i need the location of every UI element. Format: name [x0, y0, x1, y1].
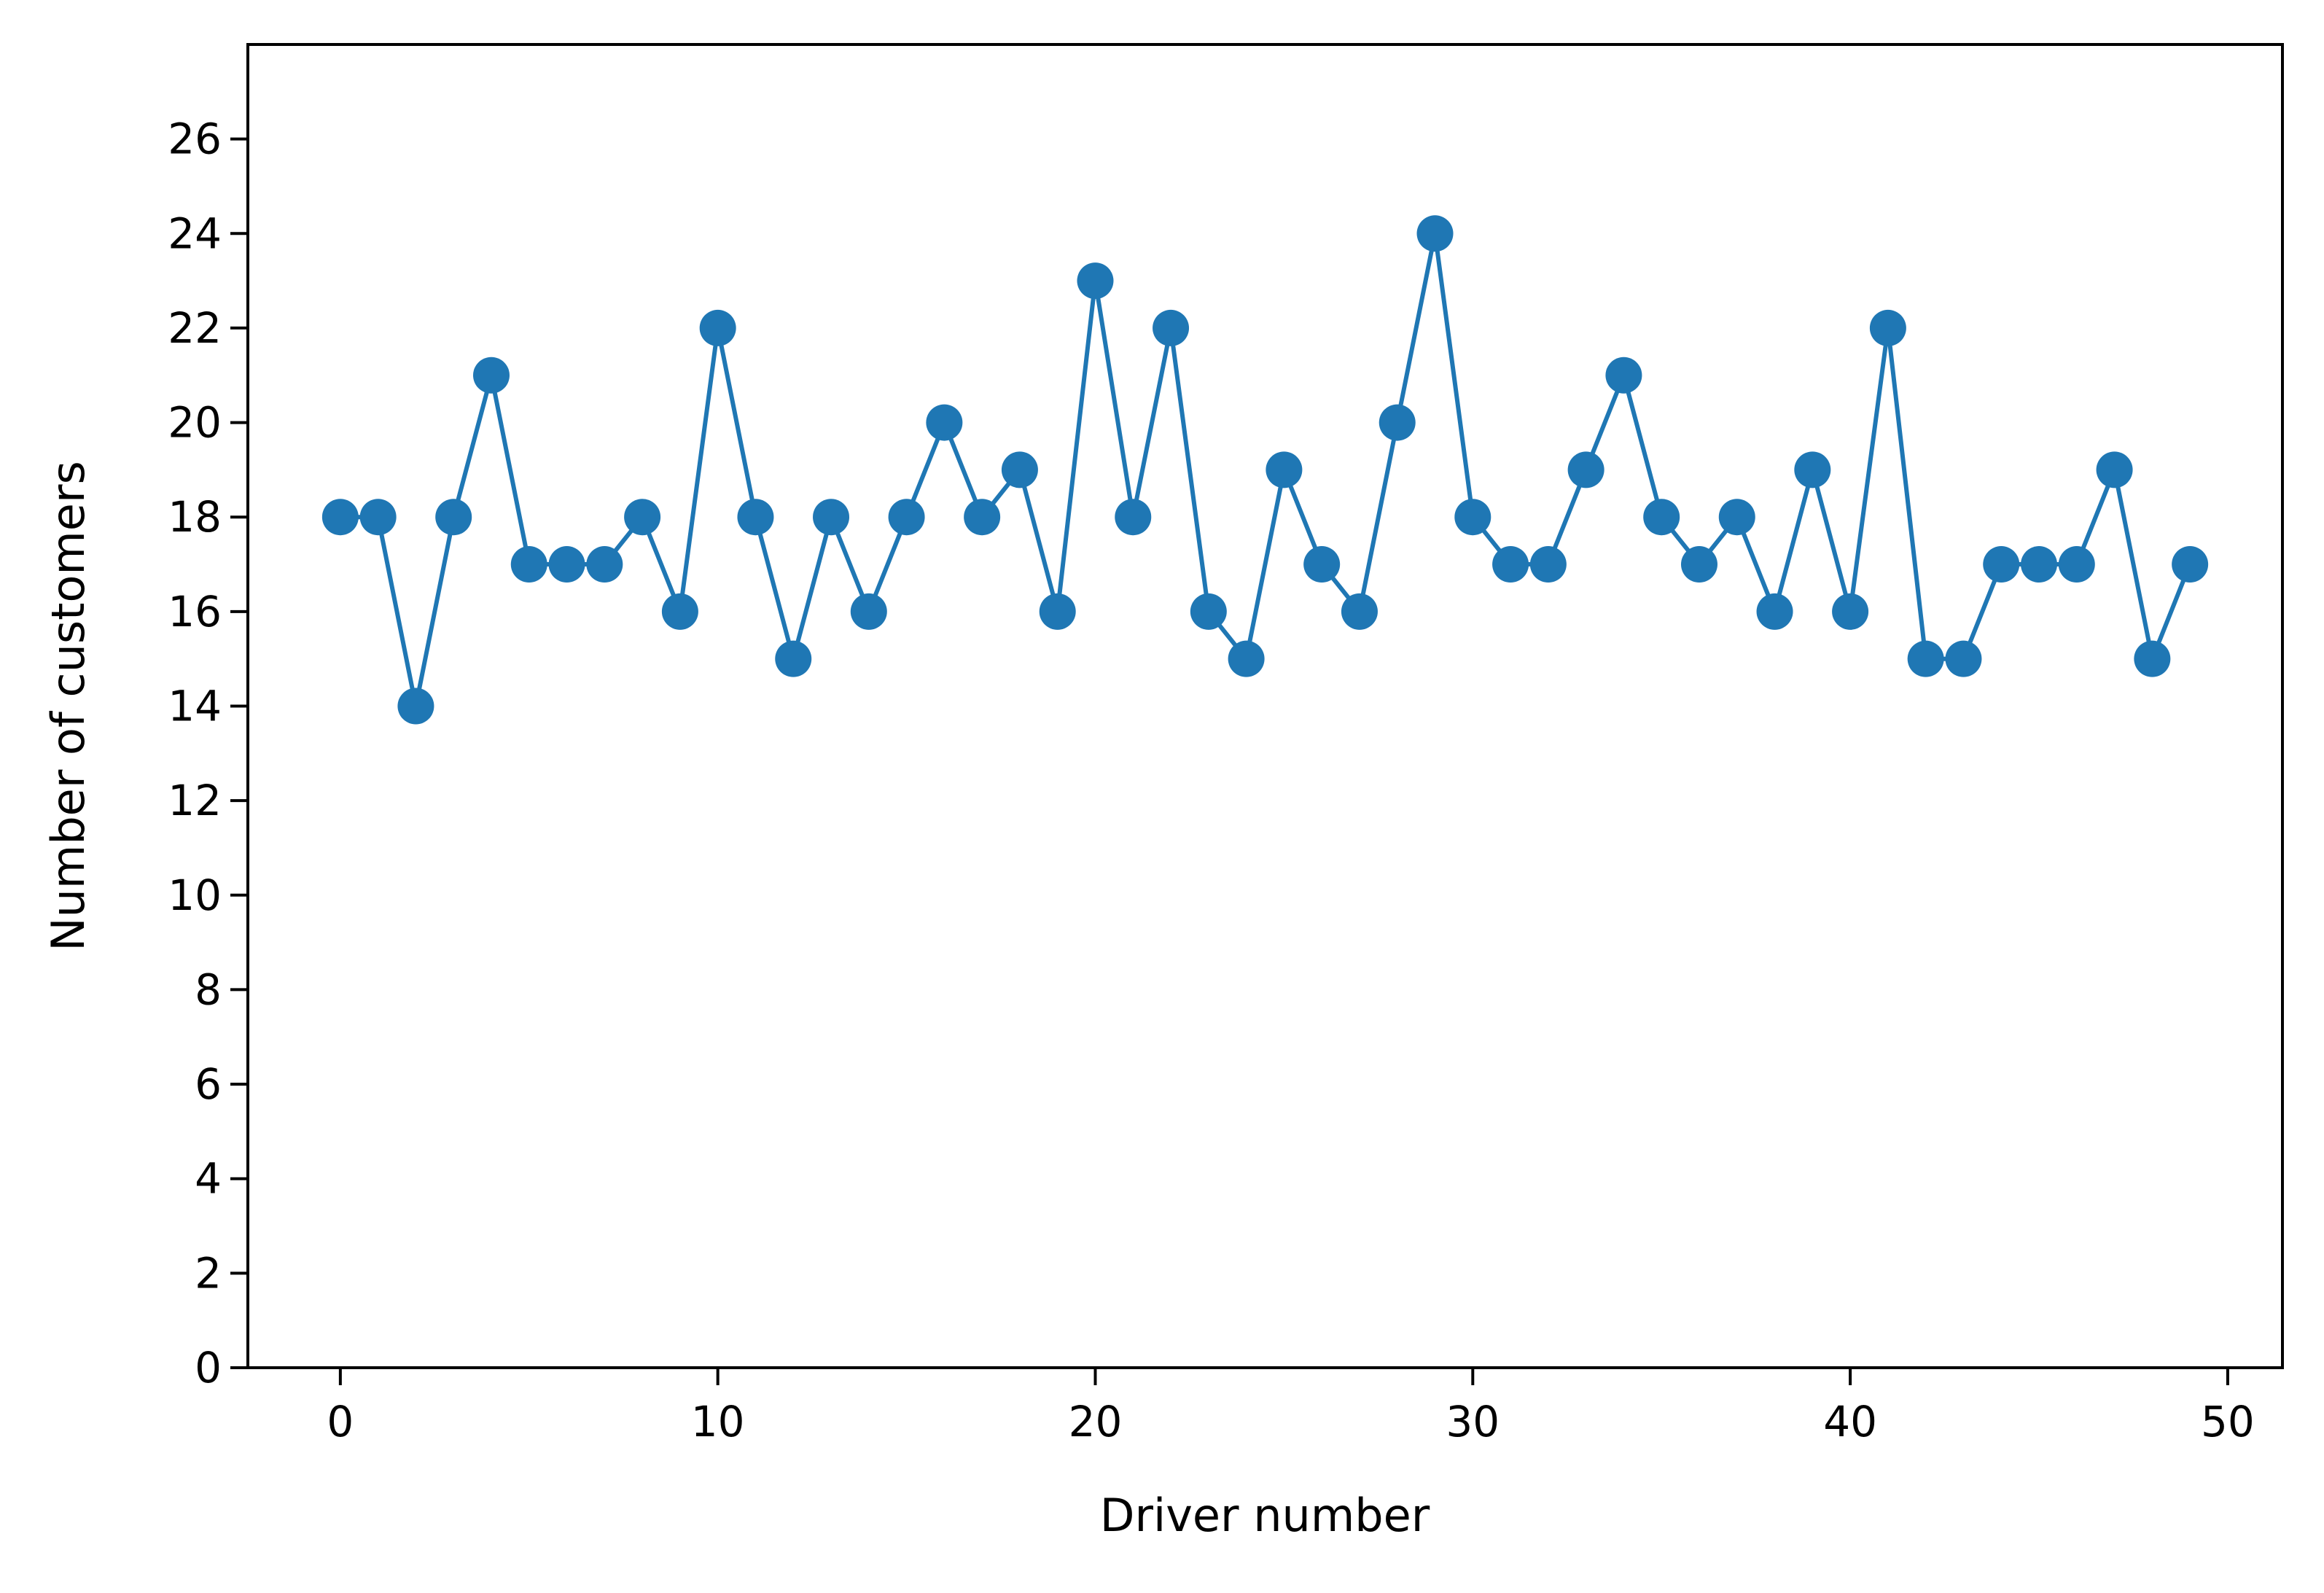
data-point	[1228, 640, 1265, 677]
x-tick-label: 10	[691, 1397, 745, 1446]
y-tick-label: 20	[168, 398, 222, 448]
data-point	[548, 546, 585, 583]
y-axis-label: Number of customers	[42, 461, 95, 951]
data-point	[1190, 593, 1227, 630]
y-tick-label: 0	[195, 1343, 222, 1393]
data-point	[1567, 451, 1604, 488]
data-point	[1341, 593, 1378, 630]
data-point	[661, 593, 698, 630]
data-point	[2134, 640, 2171, 677]
data-point	[1492, 546, 1529, 583]
data-point	[1945, 640, 1982, 677]
x-tick-label: 50	[2201, 1397, 2255, 1446]
data-point	[1115, 499, 1152, 536]
data-point	[1794, 451, 1831, 488]
data-point	[472, 357, 510, 394]
x-tick-label: 40	[1823, 1397, 1877, 1446]
data-point	[2021, 546, 2058, 583]
data-point	[435, 499, 472, 536]
y-tick-label: 16	[168, 587, 222, 636]
y-tick-label: 2	[195, 1248, 222, 1298]
data-point	[1756, 593, 1793, 630]
data-point	[1153, 309, 1190, 346]
x-axis-label: Driver number	[1100, 1489, 1430, 1542]
data-point	[1643, 499, 1680, 536]
y-tick-label: 26	[168, 114, 222, 164]
y-tick-label: 18	[168, 492, 222, 542]
data-point	[1680, 546, 1717, 583]
y-tick-label: 8	[195, 965, 222, 1014]
data-point	[775, 640, 812, 677]
data-point	[1869, 309, 1906, 346]
data-point	[1832, 593, 1869, 630]
y-tick-label: 22	[168, 303, 222, 353]
plot-frame	[246, 43, 2284, 1369]
data-point	[2058, 546, 2095, 583]
y-tick-label: 6	[195, 1059, 222, 1109]
series-layer	[321, 215, 2209, 725]
x-axis-ticks: 0 10 20 30 40 50	[327, 1368, 2255, 1446]
data-point	[2096, 451, 2133, 488]
y-tick-label: 10	[168, 870, 222, 920]
data-point	[888, 499, 925, 536]
data-point	[1529, 546, 1567, 583]
y-tick-label: 12	[168, 776, 222, 825]
data-point	[699, 309, 736, 346]
data-point	[2172, 546, 2209, 583]
y-tick-label: 14	[168, 682, 222, 731]
data-point	[1077, 262, 1114, 300]
data-point	[1001, 451, 1038, 488]
x-tick-label: 0	[327, 1397, 354, 1446]
data-point	[850, 593, 887, 630]
data-point	[397, 688, 434, 725]
data-point	[1907, 640, 1944, 677]
data-point	[813, 499, 850, 536]
y-tick-label: 4	[195, 1154, 222, 1204]
data-point	[586, 546, 623, 583]
data-point	[1416, 215, 1454, 252]
y-tick-label: 24	[168, 209, 222, 258]
x-tick-label: 30	[1446, 1397, 1500, 1446]
data-point	[737, 499, 774, 536]
data-point	[1983, 546, 2020, 583]
data-point	[1718, 499, 1755, 536]
data-point	[1605, 357, 1642, 394]
data-point	[1454, 499, 1492, 536]
data-point	[1379, 404, 1416, 441]
data-point	[624, 499, 661, 536]
data-point	[1039, 593, 1076, 630]
x-tick-label: 20	[1069, 1397, 1123, 1446]
data-point	[1266, 451, 1303, 488]
data-point	[510, 546, 547, 583]
data-point	[321, 499, 359, 536]
data-point	[359, 499, 397, 536]
data-point	[964, 499, 1001, 536]
data-point	[1303, 546, 1341, 583]
data-point	[926, 404, 963, 441]
